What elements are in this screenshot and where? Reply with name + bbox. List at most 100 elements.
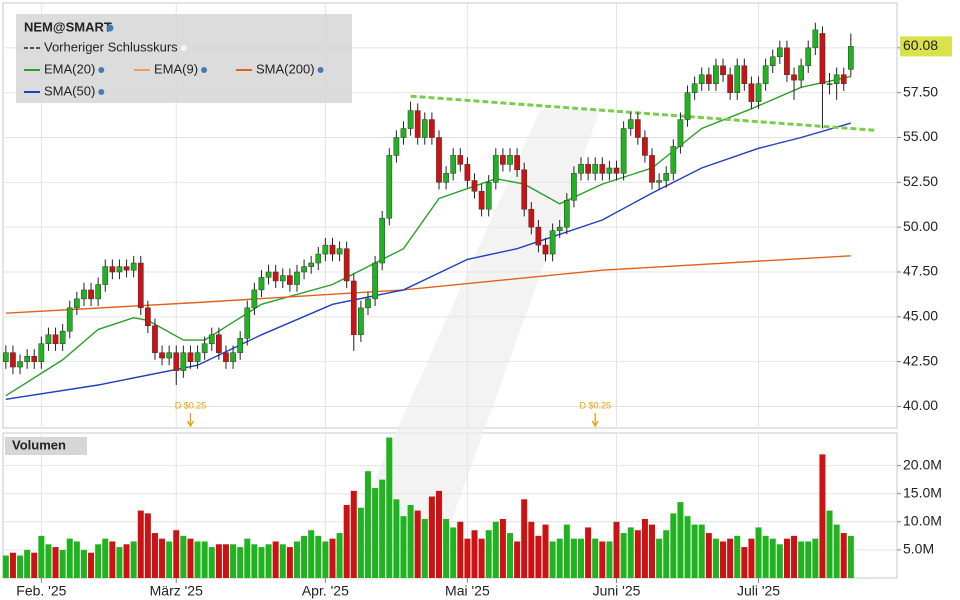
y-tick-label: 15.0M [903, 484, 942, 500]
candle-body [776, 47, 783, 58]
x-tick-label: Juli '25 [737, 583, 780, 599]
candle-body [713, 65, 719, 84]
volume-bar [570, 538, 577, 578]
volume-bar [251, 544, 258, 578]
candle-body [812, 29, 819, 49]
candle-body [237, 338, 244, 353]
candle-body [52, 334, 59, 344]
volume-bar [180, 535, 187, 578]
candle-body [436, 137, 442, 183]
volume-bar [798, 541, 805, 578]
candle-body [507, 155, 513, 165]
volume-bar [840, 533, 847, 578]
candle-body [38, 343, 45, 362]
volume-bar [641, 518, 648, 578]
volume-bar [24, 549, 31, 578]
volume-bar [684, 516, 691, 578]
candle-body [88, 289, 94, 300]
volume-bar [712, 538, 719, 578]
volume-bar [265, 544, 272, 578]
volume-bar [237, 547, 244, 578]
annotation-arrow [186, 413, 195, 428]
candle-body [272, 271, 279, 282]
candle-body [216, 334, 222, 353]
candle-body [762, 65, 769, 84]
y-tick-label: 45.00 [903, 308, 938, 324]
candle-body [329, 244, 336, 255]
volume-bar [791, 535, 798, 578]
volume-bar [727, 538, 734, 578]
volume-bar [393, 499, 400, 578]
candle-body [258, 277, 265, 291]
candle-body [478, 191, 485, 210]
volume-bar [151, 533, 158, 578]
candle-body [223, 352, 229, 362]
volume-bar [116, 547, 123, 578]
candle-body [400, 128, 407, 138]
candle-body [279, 275, 286, 282]
candle-body [847, 46, 854, 70]
volume-bar [428, 496, 435, 578]
candle-body [443, 173, 449, 183]
candle-body [592, 164, 599, 174]
volume-bar [45, 544, 52, 578]
volume-bar [819, 454, 826, 578]
candle-body [294, 271, 300, 285]
y-tick-label: 42.50 [903, 352, 938, 368]
candle-body [748, 83, 755, 102]
volume-bar [769, 538, 776, 578]
candle-body [379, 217, 386, 264]
candle-body [414, 110, 421, 138]
y-tick-label: 40.00 [903, 397, 938, 413]
volume-bar [478, 538, 485, 578]
annotation: D $0.25 [175, 400, 207, 410]
candle-body [578, 164, 584, 174]
candle-body [244, 307, 251, 339]
candle-body [826, 83, 833, 85]
volume-bar [364, 471, 371, 578]
volume-bar [123, 544, 130, 578]
candle-body [230, 352, 236, 362]
volume-bar [52, 547, 59, 578]
candle-body [301, 266, 307, 273]
volume-bar [59, 549, 66, 578]
volume-bar [464, 538, 471, 578]
candle-body [791, 74, 797, 81]
candle-body [613, 167, 620, 174]
legend-label: SMA(200) [256, 61, 315, 76]
candle-body [251, 289, 258, 309]
candle-body [24, 356, 30, 362]
volume-bar [578, 538, 585, 578]
candle-body [500, 155, 506, 165]
annotation: D $0.25 [579, 400, 611, 410]
candle-body [194, 352, 201, 362]
volume-bar [73, 541, 80, 578]
candle-body [691, 83, 698, 93]
candle-body [656, 180, 662, 183]
candle-body [464, 164, 471, 181]
candle-body [840, 74, 847, 84]
candle-body [137, 262, 144, 309]
volume-bar [222, 544, 229, 578]
candle-body [521, 169, 528, 210]
volume-bar [137, 510, 144, 578]
candle-body [784, 47, 790, 75]
candle-body [386, 155, 393, 219]
candle-body [620, 128, 627, 174]
candle-body [670, 146, 677, 174]
volume-bar [244, 538, 251, 578]
volume-bar [166, 541, 173, 578]
candle-body [365, 298, 371, 309]
legend-icon [201, 67, 208, 73]
legend-label: EMA(9) [154, 61, 198, 76]
legend-icon [98, 67, 105, 73]
candle-body [95, 284, 102, 300]
volume-bar [407, 504, 414, 578]
candle-body [372, 262, 378, 300]
volume-bar [620, 533, 627, 578]
candle-body [358, 307, 364, 336]
candle-body [45, 334, 52, 344]
volume-bar [556, 538, 563, 578]
volume-bar [528, 521, 535, 578]
candle-body [116, 266, 123, 273]
